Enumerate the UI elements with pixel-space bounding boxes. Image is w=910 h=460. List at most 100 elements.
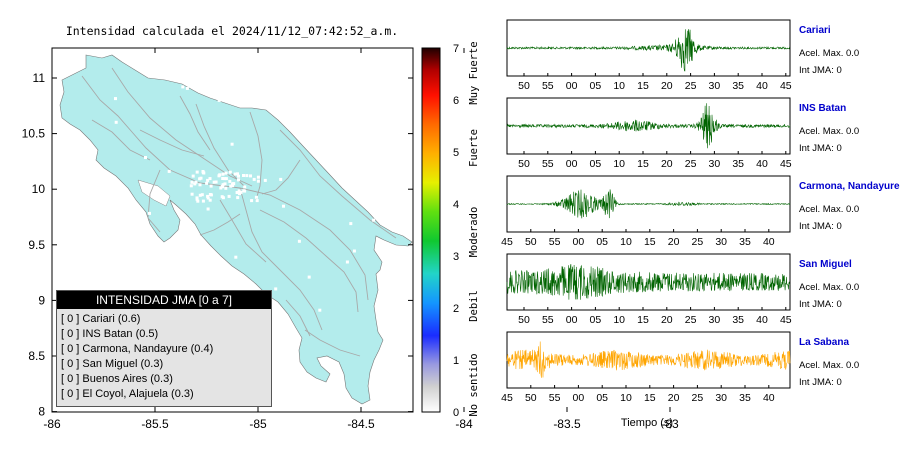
- station-dot: [231, 184, 235, 188]
- station-dot: [195, 170, 199, 174]
- station-dot: [221, 177, 225, 180]
- station-dot: [157, 265, 161, 268]
- station-dot: [352, 249, 356, 253]
- colorbar-tick-label: 1: [453, 355, 459, 367]
- station-dot: [236, 172, 239, 176]
- station-dot: [234, 255, 238, 259]
- time-tick-label: 00: [573, 236, 585, 248]
- map-x-tick-label: -86: [43, 417, 61, 431]
- station-dot: [233, 172, 237, 176]
- legend-item: [ 0 ] Carmona, Nandayure (0.4): [61, 343, 214, 355]
- time-tick-label: 35: [732, 158, 744, 170]
- station-dot: [222, 177, 226, 181]
- map-x-tick-label: -84: [455, 417, 473, 431]
- colorbar-category-label: Muy Fuerte: [468, 41, 480, 104]
- station-dot: [239, 190, 243, 194]
- time-tick-label: 55: [542, 80, 554, 92]
- jma-colorbar: [421, 47, 441, 413]
- station-dot: [206, 178, 210, 182]
- station-accel: Acel. Max. 0.0: [799, 126, 860, 137]
- colorbar-tick-label: 7: [453, 43, 459, 55]
- time-tick-label: 25: [685, 80, 697, 92]
- time-tick-label: 55: [542, 314, 554, 326]
- station-dot: [368, 208, 372, 212]
- station-dot: [237, 178, 240, 182]
- time-tick-label: 40: [756, 314, 768, 326]
- time-tick-label: 30: [709, 80, 721, 92]
- station-dot: [221, 183, 225, 187]
- map-x-tick-label: -84.5: [347, 417, 375, 431]
- station-name: San Miguel: [799, 259, 852, 270]
- legend-item: [ 0 ] Cariari (0.6): [61, 313, 141, 325]
- seismogram-panel: 45 50 55 00 05 10 15 20 25 30 35 40: [501, 175, 791, 248]
- station-dot: [189, 184, 193, 188]
- station-dot: [243, 185, 247, 189]
- time-tick-label: 45: [780, 314, 792, 326]
- legend-item: [ 0 ] El Coyol, Alajuela (0.3): [61, 388, 194, 400]
- station-dot: [297, 239, 301, 243]
- time-tick-label: 50: [525, 392, 537, 404]
- map-y-tick-label: 10.5: [22, 127, 46, 141]
- station-dot: [237, 174, 240, 178]
- station-dot: [190, 192, 194, 196]
- legend-title: INTENSIDAD JMA [0 a 7]: [57, 291, 271, 309]
- colorbar-category-label: Moderado: [468, 207, 480, 258]
- time-tick-label: 00: [573, 392, 585, 404]
- station-dot: [206, 207, 210, 211]
- time-tick-label: 10: [620, 392, 632, 404]
- station-dot: [254, 195, 258, 199]
- time-tick-label: 50: [518, 80, 530, 92]
- station-jma: Int JMA: 0: [799, 221, 842, 232]
- time-tick-label: 05: [590, 80, 602, 92]
- costa-rica-land: [59, 54, 413, 405]
- station-dot: [190, 180, 194, 184]
- nicoya-gulf: [137, 179, 171, 207]
- station-dot: [208, 198, 212, 202]
- legend-item: [ 0 ] INS Batan (0.5): [61, 328, 159, 340]
- station-jma: Int JMA: 0: [799, 299, 842, 310]
- station-dot: [250, 199, 254, 203]
- colorbar-tick-label: 3: [453, 251, 459, 263]
- colorbar-tick-label: 6: [453, 95, 459, 107]
- station-dot: [318, 308, 322, 312]
- station-dot: [286, 122, 290, 126]
- time-tick-label: 45: [780, 80, 792, 92]
- time-tick-label: 00: [566, 158, 578, 170]
- map-x-tick-label: -83: [661, 417, 679, 431]
- station-dot: [220, 264, 224, 268]
- station-dot: [330, 124, 334, 128]
- time-tick-label: 55: [549, 236, 561, 248]
- time-tick-label: 20: [661, 80, 673, 92]
- station-dot: [198, 183, 202, 187]
- map-y-tick-label: 10: [32, 182, 46, 196]
- time-axis-label: Tiempo (s): [621, 417, 673, 429]
- time-tick-label: 10: [613, 314, 625, 326]
- station-dot: [214, 180, 218, 184]
- station-dot: [194, 180, 198, 184]
- station-name: INS Batan: [799, 103, 847, 114]
- station-dot: [372, 218, 376, 222]
- station-dot: [224, 177, 228, 181]
- station-dot: [143, 244, 147, 248]
- station-dot: [224, 186, 228, 190]
- time-tick-label: 20: [668, 236, 680, 248]
- time-tick-label: 20: [661, 158, 673, 170]
- time-tick-label: 45: [501, 236, 513, 248]
- time-tick-label: 15: [644, 392, 656, 404]
- seismogram-panel: 45 50 55 00 05 10 15 20 25 30 35 40: [501, 331, 791, 404]
- station-dot: [235, 191, 239, 194]
- station-dot: [220, 184, 224, 188]
- time-tick-label: 10: [613, 158, 625, 170]
- map-title: Intensidad calculada el 2024/11/12_07:42…: [66, 24, 398, 38]
- waveform-trace: [506, 189, 791, 219]
- time-tick-label: 40: [756, 80, 768, 92]
- station-dot: [256, 175, 260, 179]
- station-dot: [195, 197, 199, 201]
- station-jma: Int JMA: 0: [799, 143, 842, 154]
- time-tick-label: 10: [620, 236, 632, 248]
- map-y-tick-label: 9: [38, 293, 45, 307]
- time-tick-label: 05: [596, 236, 608, 248]
- map-x-tick-label: -83.5: [553, 417, 581, 431]
- legend-item: [ 0 ] San Miguel (0.3): [61, 358, 164, 370]
- map-y-tick-label: 8.5: [28, 349, 45, 363]
